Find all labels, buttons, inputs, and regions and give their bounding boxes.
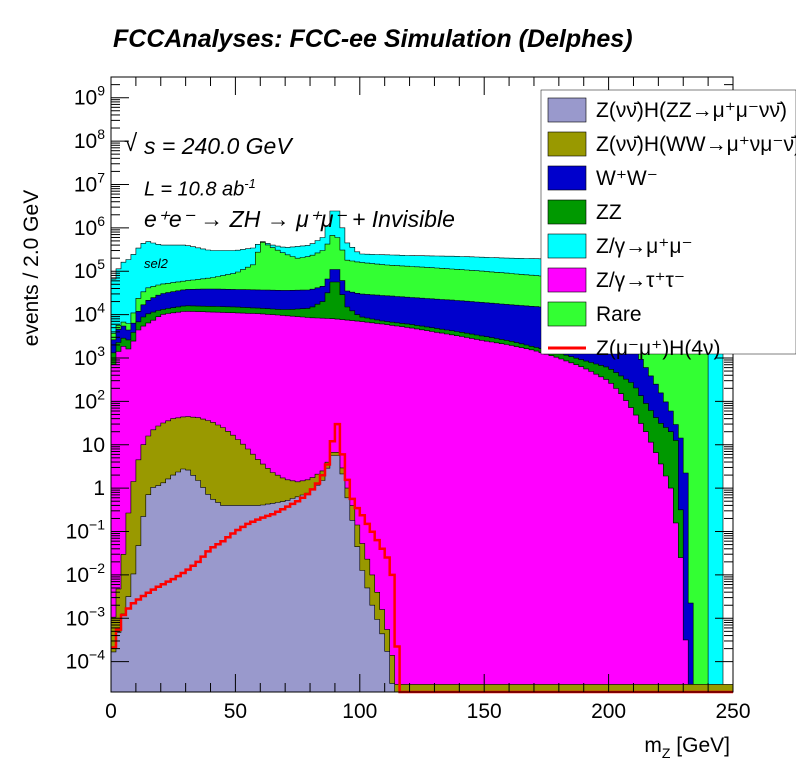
y-tick-label: 107 [74,169,105,196]
y-tick-label: 10−4 [66,647,106,674]
y-tick-label: 105 [74,256,105,283]
legend-swatch [547,233,587,259]
y-tick-label: 104 [74,300,105,327]
plot-frame [110,76,734,693]
legend-label: Z(μ⁻μ⁺)H(4ν) [596,337,721,360]
x-tick-label: 50 [224,700,247,723]
legend-swatch [547,199,587,225]
legend-label: Rare [596,303,642,326]
legend: Z(νν̄)H(ZZ→μ⁺μ⁻νν̄) Z(νν̄)H(WW→μ⁺νμ⁻ν̄) W⁺… [540,89,796,360]
y-axis-label: events / 2.0 GeV [20,190,43,346]
y-tick-label: 106 [74,213,105,240]
y-tick-label: 109 [74,83,105,110]
energy-annotation: √ s = 240.0 GeV [124,130,292,159]
sqrt-symbol: √ [124,130,138,157]
legend-label: Z/γ→μ⁺μ⁻ [596,235,693,258]
y-tick-label: 10−3 [66,603,106,630]
y-tick-label: 103 [74,343,105,370]
y-tick-label: 10−1 [66,517,106,544]
legend-swatch [547,301,587,327]
x-tick-label: 200 [591,700,626,723]
x-tick-label: 150 [467,700,502,723]
legend-swatch [547,267,587,293]
legend-swatch [547,131,587,157]
x-tick-label: 250 [715,700,750,723]
legend-label: W⁺W⁻ [596,167,658,190]
x-axis-label: mZ [GeV] [644,734,730,761]
selection-annotation: sel2 [144,256,168,271]
y-tick-label: 108 [74,126,105,153]
y-tick-label: 102 [74,386,105,413]
legend-swatch [547,165,587,191]
y-tick-label: 1 [93,477,105,500]
y-tick-label: 10−2 [66,560,106,587]
legend-swatch [547,97,587,123]
x-tick-label: 0 [105,700,117,723]
chart-title: FCCAnalyses: FCC-ee Simulation (Delphes) [113,25,633,53]
legend-label: Z/γ→τ⁺τ⁻ [596,269,685,292]
axes: 0 50 100 150 200 250 10−4 10−3 10−2 10−1 1 10 102 103… [66,76,751,723]
legend-label: Z(νν̄)H(WW→μ⁺νμ⁻ν̄) [596,133,796,156]
x-tick-label: 100 [342,700,377,723]
legend-label: Z(νν̄)H(ZZ→μ⁺μ⁻νν̄) [596,99,787,122]
y-tick-label: 10 [82,434,105,457]
plot-area [110,201,734,694]
process-annotation: e⁺e⁻ → ZH → μ⁺μ⁻ + Invisible [144,206,455,232]
luminosity-annotation: L = 10.8 ab-1 [144,176,256,201]
legend-label: ZZ [596,201,622,224]
